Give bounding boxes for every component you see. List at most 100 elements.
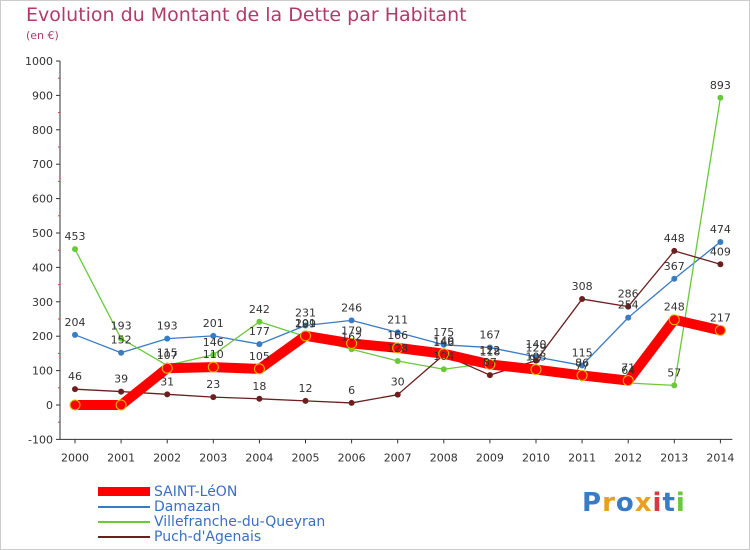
- y-tick-label: 800: [32, 124, 53, 137]
- data-point: [394, 329, 401, 336]
- legend-label: Villefranche-du-Queyran: [154, 514, 326, 530]
- data-label: 166: [387, 329, 408, 342]
- data-point: [394, 357, 401, 364]
- x-tick-label: 2004: [245, 451, 273, 464]
- brand-letter: t: [662, 488, 676, 518]
- legend-swatch: [98, 487, 150, 496]
- data-label: 107: [157, 349, 178, 362]
- data-label: 217: [710, 311, 731, 324]
- data-label: 103: [526, 351, 547, 364]
- data-point: [440, 341, 447, 348]
- data-label: 104: [433, 350, 454, 363]
- x-tick-label: 2013: [660, 451, 688, 464]
- data-point: [253, 363, 265, 375]
- data-label: 12: [299, 382, 313, 395]
- data-point: [72, 246, 78, 253]
- data-label: 193: [157, 320, 178, 333]
- data-label: 211: [387, 313, 408, 326]
- data-point: [118, 388, 125, 395]
- data-point: [717, 94, 724, 101]
- data-point: [714, 324, 726, 336]
- data-label: 231: [295, 307, 316, 320]
- legend: SAINT-LéON Damazan Villefranche-du-Queyr…: [98, 484, 398, 545]
- data-label: 110: [203, 348, 224, 361]
- data-point: [671, 382, 678, 389]
- data-point: [300, 330, 311, 342]
- data-point: [302, 397, 309, 404]
- data-point: [118, 335, 125, 342]
- data-point: [256, 341, 263, 348]
- data-label: 149: [433, 335, 454, 348]
- data-point: [576, 369, 588, 381]
- x-tick-label: 2012: [614, 451, 642, 464]
- x-tick-label: 2007: [384, 451, 412, 464]
- x-tick-label: 2011: [568, 451, 596, 464]
- legend-label: Damazan: [154, 499, 221, 515]
- brand-letter: P: [582, 488, 603, 518]
- data-label: 448: [664, 232, 685, 245]
- x-tick-label: 2001: [107, 451, 135, 464]
- data-label: 128: [387, 342, 408, 355]
- unit-label: (en €): [26, 29, 59, 42]
- data-point: [256, 395, 263, 402]
- data-label: 193: [111, 320, 132, 333]
- brand-logo: Proxiti: [582, 488, 686, 518]
- y-tick-label: 600: [32, 193, 53, 206]
- data-label: 474: [710, 223, 731, 236]
- data-point: [484, 358, 496, 370]
- data-label: 201: [203, 317, 224, 330]
- data-label: 105: [249, 350, 270, 363]
- data-label: 152: [111, 334, 132, 347]
- data-label: 177: [249, 325, 270, 338]
- data-labels: 107 110 105 201 179 166 149 118 103 86 71 248 217 204…: [65, 79, 731, 397]
- data-label: 175: [433, 326, 454, 339]
- data-label: 201: [295, 317, 316, 330]
- y-tick-label: 0: [46, 399, 53, 412]
- data-point: [115, 399, 127, 411]
- data-point: [625, 314, 632, 321]
- data-label: 118: [479, 345, 500, 358]
- axes: -100 0 100 200 300 400 500 600 700 800 900 1000 2000…: [25, 55, 734, 464]
- data-point: [579, 362, 586, 369]
- x-tick-label: 2002: [153, 451, 181, 464]
- data-point: [530, 364, 542, 376]
- y-tick-label: 1000: [25, 55, 53, 68]
- data-point: [302, 322, 309, 329]
- brand-letter: i: [675, 488, 686, 518]
- x-tick-label: 2003: [199, 451, 227, 464]
- y-tick-label: 400: [32, 261, 53, 274]
- data-point: [717, 238, 724, 245]
- data-point: [392, 342, 404, 354]
- x-tick-label: 2009: [476, 451, 504, 464]
- data-label: 162: [341, 330, 362, 343]
- brand-letter: i: [652, 488, 663, 518]
- data-point: [486, 344, 493, 351]
- data-label: 199: [295, 318, 316, 331]
- data-label: 18: [252, 380, 266, 393]
- data-label: 87: [483, 356, 497, 369]
- data-label: 179: [341, 324, 362, 337]
- data-label: 115: [157, 346, 178, 359]
- data-label: 30: [391, 376, 405, 389]
- data-point: [210, 351, 217, 358]
- data-point: [210, 394, 217, 401]
- y-tick-label: 900: [32, 89, 53, 102]
- data-label: 246: [341, 301, 362, 314]
- data-point: [207, 361, 219, 373]
- data-label: 31: [160, 375, 174, 388]
- x-tick-label: 2008: [430, 451, 458, 464]
- data-point: [533, 357, 539, 364]
- data-label: 6: [348, 384, 355, 397]
- data-point: [164, 335, 171, 342]
- brand-letter: r: [602, 488, 616, 518]
- data-point: [394, 391, 401, 398]
- data-label: 46: [68, 370, 82, 383]
- data-point: [671, 247, 678, 254]
- data-label: 146: [203, 336, 224, 349]
- data-point: [161, 362, 173, 374]
- data-point: [69, 399, 81, 411]
- y-tick-label: -100: [28, 433, 53, 446]
- data-point: [668, 314, 680, 326]
- chart-title: Evolution du Montant de la Dette par Hab…: [26, 4, 467, 26]
- legend-item-saint-leon: SAINT-LéON: [98, 484, 398, 500]
